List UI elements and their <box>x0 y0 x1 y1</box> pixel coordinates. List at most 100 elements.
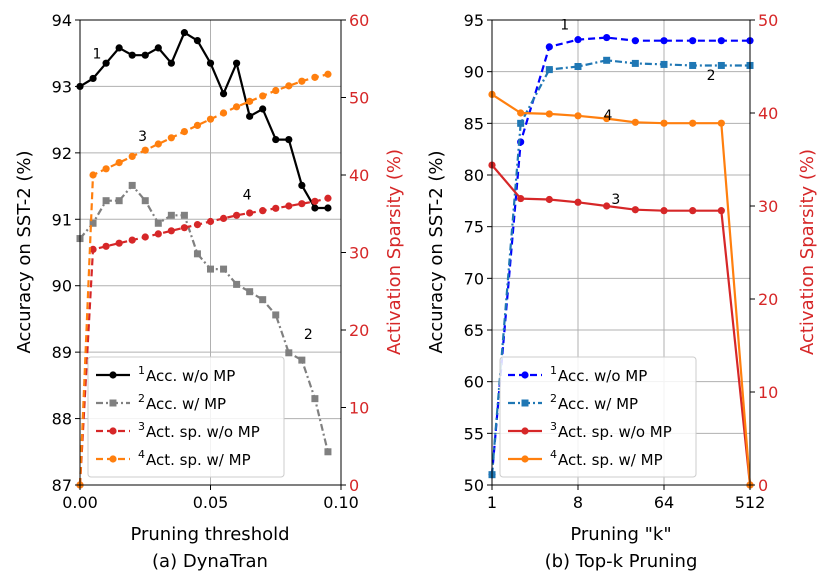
panel-b-series-1-point <box>603 33 611 42</box>
panel-a-series-3-point <box>193 221 202 229</box>
panel-b-annotation: 1 <box>560 17 569 33</box>
panel-a-annotation: 2 <box>304 327 313 343</box>
panel-a-series <box>76 29 332 489</box>
panel-a-series-1-line <box>79 31 328 210</box>
panel-a-series-1-point <box>246 112 254 120</box>
panel-b-series-2-point <box>574 63 582 70</box>
panel-a-series-4-point <box>259 92 267 100</box>
panel-a-series-3-point <box>246 209 254 217</box>
panel-b-legend-label: Acc. w/o MP <box>558 367 647 385</box>
panel-b-ytick-label: 90 <box>464 63 484 82</box>
panel-b-series-1-point <box>717 37 725 45</box>
panel-b-series-2-point <box>517 119 525 127</box>
panel-a-series-1-point <box>193 36 202 45</box>
panel-a-series-4-point <box>115 159 123 167</box>
panel-a-series-4-point <box>324 70 332 78</box>
panel-a-series-2-point <box>246 288 254 296</box>
panel-a-series-3-point <box>259 207 267 215</box>
panel-b: 1 8 64 512 50 55 60 65 70 75 80 85 90 95 0 10 20 30 40 50 1… <box>426 11 818 572</box>
panel-b-legend-sup: 3 <box>550 420 557 433</box>
panel-b-y2tick-label: 40 <box>758 104 778 123</box>
panel-b-series-3-point <box>631 206 639 214</box>
panel-a-series-4-point <box>219 109 228 117</box>
panel-b-legend-marker <box>521 427 529 435</box>
panel-b-annotation: 2 <box>707 68 716 84</box>
panel-a-series-3-point <box>154 230 162 238</box>
panel-a-y2tick-label: 10 <box>349 399 369 418</box>
panel-b-legend-label: Act. sp. w/ MP <box>558 451 663 469</box>
panel-b-legend-marker <box>521 399 529 407</box>
panel-a-legend-sup: 4 <box>138 448 145 461</box>
panel-a-series-1-point <box>285 135 293 144</box>
panel-b-ytick-label: 80 <box>464 166 484 185</box>
panel-a-series-3-point <box>233 211 241 219</box>
panel-b-xtick-label: 512 <box>735 493 766 512</box>
panel-b-series-1-point <box>631 37 639 45</box>
panel-b-series-4-point <box>631 118 639 126</box>
panel-a-series-3-point <box>206 217 215 226</box>
panel-b-series <box>488 33 754 489</box>
panel-a-caption: (a) DynaTran <box>152 551 268 572</box>
panel-b-ytick-label: 55 <box>464 424 484 443</box>
panel-b-ytick-label: 75 <box>464 218 484 237</box>
panel-b-series-4-point <box>660 119 668 127</box>
panel-b-y2label: Activation Sparsity (%) <box>797 149 818 355</box>
panel-a-y2tick-label: 50 <box>349 89 369 108</box>
panel-b-ytick-label: 70 <box>464 269 484 288</box>
panel-a-series-3-point <box>219 214 228 222</box>
panel-b-frame <box>491 19 751 486</box>
panel-a-series-2-point <box>259 296 267 304</box>
panel-b-series-2-point <box>545 66 553 74</box>
panel-a-annotation: 4 <box>243 187 252 203</box>
panel-a-series-2-point <box>193 250 201 258</box>
panel-a-series-4-point <box>154 140 162 148</box>
panel-a-series-3-point <box>298 200 306 208</box>
panel-b-series-4-point <box>603 114 611 123</box>
panel-b-series-2-point <box>603 56 611 64</box>
panel-b-series-1-point <box>574 36 582 44</box>
panel-b-series-4-point <box>545 110 553 118</box>
panel-b-legend: 1 Acc. w/o MP2 Acc. w/ MP3 Act. sp. w/o MP4… <box>499 356 697 478</box>
panel-b-ylabel: Accuracy on SST-2 (%) <box>426 150 447 353</box>
panel-b-caption: (b) Top-k Pruning <box>545 551 698 572</box>
panel-b-legend-sup: 4 <box>550 448 557 461</box>
panel-a-xtick-label: 0.05 <box>193 493 229 512</box>
panel-a-series-3-point <box>311 197 319 205</box>
panel-a-xtick-label: 0.00 <box>62 493 98 512</box>
panel-b-y2tick-label: 0 <box>758 476 768 495</box>
panel-a-series-3-point <box>285 202 293 210</box>
panel-b-series-1-point <box>545 43 553 51</box>
panel-a-legend-label: Act. sp. w/o MP <box>146 423 260 441</box>
panel-b-series-3-point <box>545 195 553 204</box>
panel-a-series-1-point <box>154 44 162 52</box>
panel-a-y2tick-label: 20 <box>349 321 369 340</box>
panel-b-xtick-label: 64 <box>654 493 674 512</box>
panel-b-legend-marker <box>521 455 529 463</box>
panel-a-y2tick-label: 40 <box>349 166 369 185</box>
panel-b-annotation: 3 <box>611 192 620 208</box>
panel-a-series-4-point <box>298 77 306 85</box>
panel-a-series-2-point <box>154 219 162 227</box>
panel-a-series-1-point <box>298 181 306 190</box>
panel-b-y2tick-label: 10 <box>758 383 778 402</box>
panel-a-series-3-point <box>180 224 188 232</box>
panel-a-series-1-point <box>233 59 241 67</box>
panel-a-legend-marker <box>109 455 117 463</box>
panel-a-series-1-point <box>180 29 188 37</box>
panel-a-series-4-point <box>285 82 293 90</box>
panel-a-series-2-point <box>311 395 319 403</box>
panel-a-ytick-label: 90 <box>52 277 72 296</box>
panel-b-annotation: 4 <box>603 108 612 124</box>
panel-b-xtick-label: 1 <box>487 493 497 512</box>
panel-a-y2label: Activation Sparsity (%) <box>384 149 405 355</box>
panel-a-series-1-point <box>102 59 110 67</box>
panel-a-series-3-point <box>167 227 175 235</box>
panel-a-series-4-point <box>167 134 175 142</box>
panel-a-series-3-point <box>324 194 332 202</box>
panel-a-legend-marker <box>109 399 117 407</box>
panel-a-annotation: 3 <box>138 129 147 145</box>
panel-a-legend-sup: 2 <box>138 392 145 405</box>
panel-a-series-1-point <box>128 51 136 59</box>
panel-a-series-2-point <box>89 219 97 227</box>
panel-a-series-4-point <box>102 165 110 173</box>
